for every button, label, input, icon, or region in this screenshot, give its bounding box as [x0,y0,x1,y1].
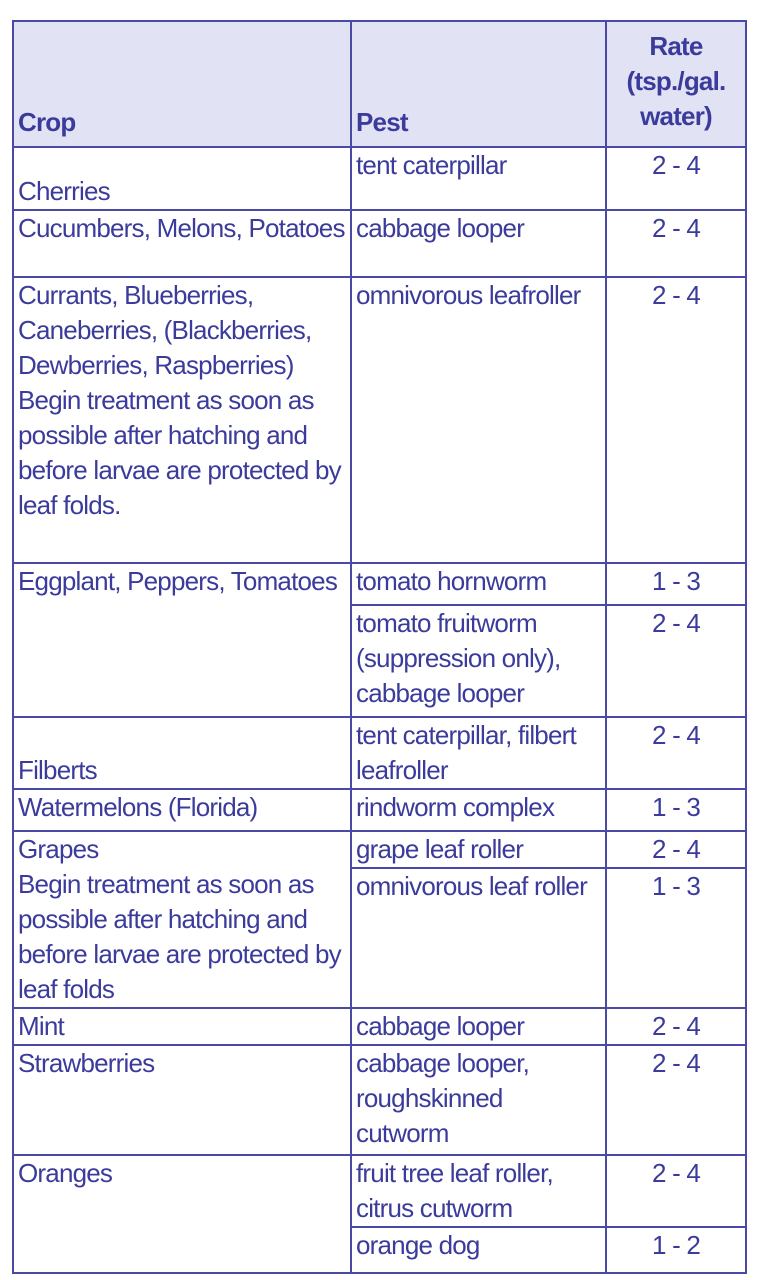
pest-cell: cabbage looper [350,209,607,278]
crop-name: Eggplant, Peppers, Tomatoes [18,566,338,596]
table-row: Filberts tent caterpillar, filbert leafro… [12,716,747,790]
pest-cell: grape leaf roller [350,829,607,870]
rate-cell: 1 - 3 [605,562,747,606]
crop-cell: Filberts [12,716,352,790]
crop-name: Cherries [18,176,111,206]
table-row: Oranges fruit tree leaf roller, citrus cu… [12,1154,747,1274]
pest-cell: rindworm complex [350,788,607,832]
crop-cell: Oranges [12,1154,352,1274]
crop-cell: Watermelons (Florida) [12,788,352,832]
pest-cell: tent caterpillar, filbert leafroller [350,716,607,790]
pest-cell: omnivorous leaf roller [350,867,607,1009]
pest-cell: cabbage looper, roughskinned cutworm [350,1044,607,1156]
crop-name: Currants, Blueberries, Caneberries, (Bla… [18,280,312,380]
crop-cell: Eggplant, Peppers, Tomatoes [12,562,352,718]
crop-name: Mint [18,1011,65,1041]
crop-name: Filberts [18,755,98,785]
table-row: tomato fruitworm (suppression only), cab… [13,604,747,718]
rate-cell: 2 - 4 [605,146,747,211]
pest-cell: tent caterpillar [350,146,607,211]
table-row: Eggplant, Peppers, Tomatoes tomato hornwo… [12,562,747,718]
crop-cell: Cucumbers, Melons, Potatoes [12,209,352,278]
rate-cell: 2 - 4 [605,276,747,564]
crop-name: Watermelons (Florida) [18,792,258,822]
crop-note: Begin treatment as soon as possible afte… [18,385,342,520]
table-row: Currants, Blueberries, Caneberries, (Bla… [12,276,747,564]
rate-cell: 2 - 4 [605,716,747,790]
crop-cell: Mint [12,1007,352,1046]
rate-cell: 1 - 3 [605,788,747,832]
rate-cell: 2 - 4 [605,1044,747,1156]
pest-cell: tomato fruitworm (suppression only), cab… [350,604,607,718]
crop-name: Grapes [18,834,99,864]
table-row: Grapes Begin treatment as soon as possibl… [12,829,747,1009]
rate-cell: 2 - 4 [605,604,747,718]
pest-cell: orange dog [350,1226,607,1274]
crop-cell: Strawberries [12,1044,352,1156]
rate-cell: 2 - 4 [605,209,747,278]
table-header: Crop Pest Rate (tsp./gal. water) [12,20,747,148]
table-row: omnivorous leaf roller 1 - 3 [13,867,747,1009]
crop-name: Cucumbers, Melons, Potatoes [18,213,345,243]
crop-name: Strawberries [18,1048,155,1078]
pesticide-table: Crop Pest Rate (tsp./gal. water) Cherrie… [12,20,747,1274]
rate-header: Rate (tsp./gal. water) [605,20,747,148]
rate-cell: 1 - 3 [605,867,747,1009]
pest-header: Pest [350,20,607,148]
pest-cell: fruit tree leaf roller, citrus cutworm [350,1154,607,1228]
table-row: Strawberries cabbage looper, roughskinned… [12,1044,747,1156]
pest-cell: cabbage looper [350,1007,607,1046]
rate-cell: 2 - 4 [605,1007,747,1046]
table-body: Cherries tent caterpillar 2 - 4 Cucumbers, … [12,146,747,1274]
table-row: Mint cabbage looper 2 - 4 [12,1007,747,1046]
rate-cell: 2 - 4 [605,829,747,870]
table-row: orange dog 1 - 2 [13,1226,747,1274]
table-row: Cucumbers, Melons, Potatoes cabbage loope… [12,209,747,278]
crop-cell: Cherries [12,146,352,211]
pest-cell: tomato hornworm [350,562,607,606]
table-row: Cherries tent caterpillar 2 - 4 [12,146,747,211]
crop-name: Oranges [18,1158,113,1188]
crop-note: Begin treatment as soon as possible afte… [18,869,342,1004]
rate-cell: 2 - 4 [605,1154,747,1228]
crop-cell: Currants, Blueberries, Caneberries, (Bla… [12,276,352,564]
crop-cell: Grapes Begin treatment as soon as possibl… [12,830,352,1009]
crop-header: Crop [12,20,352,148]
rate-cell: 1 - 2 [605,1226,747,1274]
table-row: Watermelons (Florida) rindworm complex 1 -… [12,788,747,832]
pest-cell: omnivorous leafroller [350,276,607,564]
header-row: Crop Pest Rate (tsp./gal. water) [12,20,747,148]
